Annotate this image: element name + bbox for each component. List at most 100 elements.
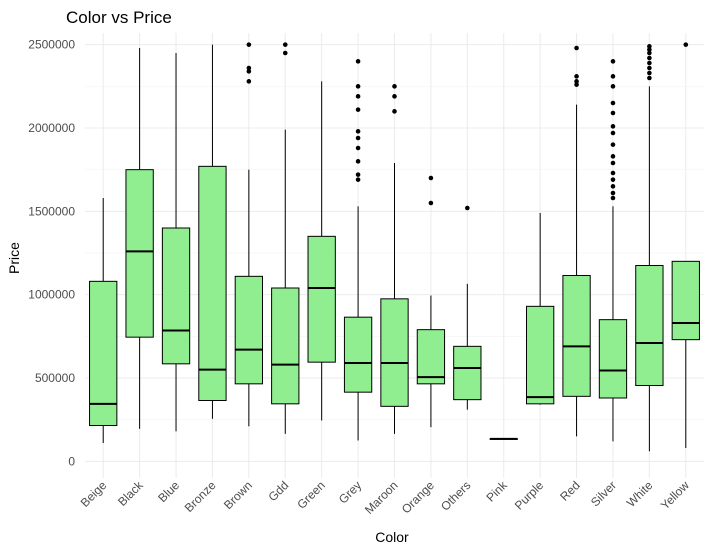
box-silver [598, 59, 628, 442]
outlier-point [610, 74, 616, 79]
iqr-box [525, 305, 555, 405]
outlier-point [246, 79, 252, 84]
outlier-point [647, 44, 652, 49]
outlier-point [355, 145, 361, 151]
y-tick-label: 500000 [35, 371, 75, 385]
box-beige [89, 198, 118, 443]
outlier-point [647, 55, 652, 61]
box-brown [234, 42, 264, 427]
outlier-point [610, 100, 616, 106]
outlier-point [647, 75, 652, 81]
outlier-point [647, 47, 652, 52]
x-tick-label: Purple [512, 478, 547, 513]
box-red [562, 45, 591, 437]
x-tick-label: Brown [221, 478, 255, 512]
box-others [453, 205, 482, 410]
box-purple [525, 213, 555, 405]
y-axis-title: Price [6, 242, 22, 274]
x-tick-label: Pink [483, 478, 510, 505]
x-tick-label: Red [557, 478, 582, 503]
iqr-box [635, 265, 664, 386]
outlier-point [610, 170, 616, 176]
outlier-point [574, 79, 579, 84]
iqr-box [307, 235, 336, 363]
outlier-point [282, 42, 288, 47]
x-tick-label: Bronze [182, 478, 219, 515]
x-tick-label: Orange [399, 478, 437, 516]
outlier-point [647, 50, 652, 56]
outlier-point [355, 159, 361, 164]
outlier-point [574, 45, 579, 51]
outlier-point [392, 94, 397, 99]
iqr-box [198, 165, 227, 401]
y-tick-label: 0 [68, 454, 75, 468]
outlier-point [610, 59, 616, 64]
outlier-point [610, 160, 616, 166]
outlier-point [610, 195, 616, 201]
outlier-point [355, 84, 361, 89]
outlier-point [610, 184, 616, 189]
iqr-box [161, 227, 191, 365]
x-tick-label: Green [294, 478, 327, 511]
outlier-point [610, 124, 616, 129]
box-maroon [380, 84, 409, 434]
outlier-point [574, 74, 579, 79]
x-tick-label: White [624, 478, 656, 510]
outlier-point [282, 50, 288, 56]
chart-title: Color vs Price [66, 8, 172, 27]
iqr-box [343, 316, 373, 393]
outlier-point [246, 69, 252, 74]
outlier-point [683, 42, 689, 47]
box-black [125, 48, 154, 429]
x-tick-label: Beige [78, 478, 110, 510]
outlier-point [355, 107, 361, 112]
box-layer [89, 42, 700, 452]
box-yellow [671, 42, 700, 448]
outlier-point [355, 59, 361, 64]
outlier-point [610, 177, 616, 182]
x-tick-label: Others [438, 478, 473, 513]
y-tick-label: 2000000 [28, 121, 75, 135]
outlier-point [610, 84, 616, 89]
outlier-point [610, 130, 616, 136]
box-green [307, 81, 336, 421]
outlier-point [574, 82, 579, 87]
outlier-point [610, 190, 616, 196]
y-tick-label: 2500000 [28, 38, 75, 52]
outlier-point [246, 42, 252, 47]
y-tick-label: 1000000 [28, 288, 75, 302]
x-tick-label: Maroon [362, 478, 401, 517]
iqr-box [598, 319, 628, 399]
iqr-box [89, 280, 118, 427]
box-white [635, 44, 664, 452]
x-tick-label: Silver [588, 478, 619, 509]
outlier-point [465, 205, 470, 211]
box-grey [343, 59, 373, 441]
iqr-box [416, 329, 446, 385]
outlier-point [355, 129, 361, 134]
outlier-point [647, 65, 652, 71]
outlier-point [355, 94, 361, 99]
iqr-box [271, 287, 300, 405]
outlier-point [392, 84, 397, 89]
box-pink [489, 437, 518, 440]
outlier-point [647, 70, 652, 76]
iqr-box [125, 169, 154, 338]
box-gdd [271, 42, 300, 434]
x-axis-title: Color [375, 529, 409, 545]
y-tick-label: 1500000 [28, 204, 75, 218]
outlier-point [610, 142, 616, 147]
y-axis-ticks: 0 500000 1000000 1500000 2000000 2500000 [28, 38, 75, 469]
iqr-box [234, 275, 264, 385]
iqr-box [453, 345, 482, 401]
x-tick-label: Blue [155, 478, 182, 505]
outlier-point [246, 65, 252, 71]
outlier-point [392, 109, 397, 114]
outlier-point [355, 135, 361, 141]
outlier-point [428, 175, 434, 181]
box-orange [416, 175, 446, 428]
iqr-box [380, 298, 409, 407]
x-axis-ticks: Beige Black Blue Bronze Brown Gdd Green GreyMar… [78, 478, 692, 517]
iqr-box [562, 275, 591, 397]
